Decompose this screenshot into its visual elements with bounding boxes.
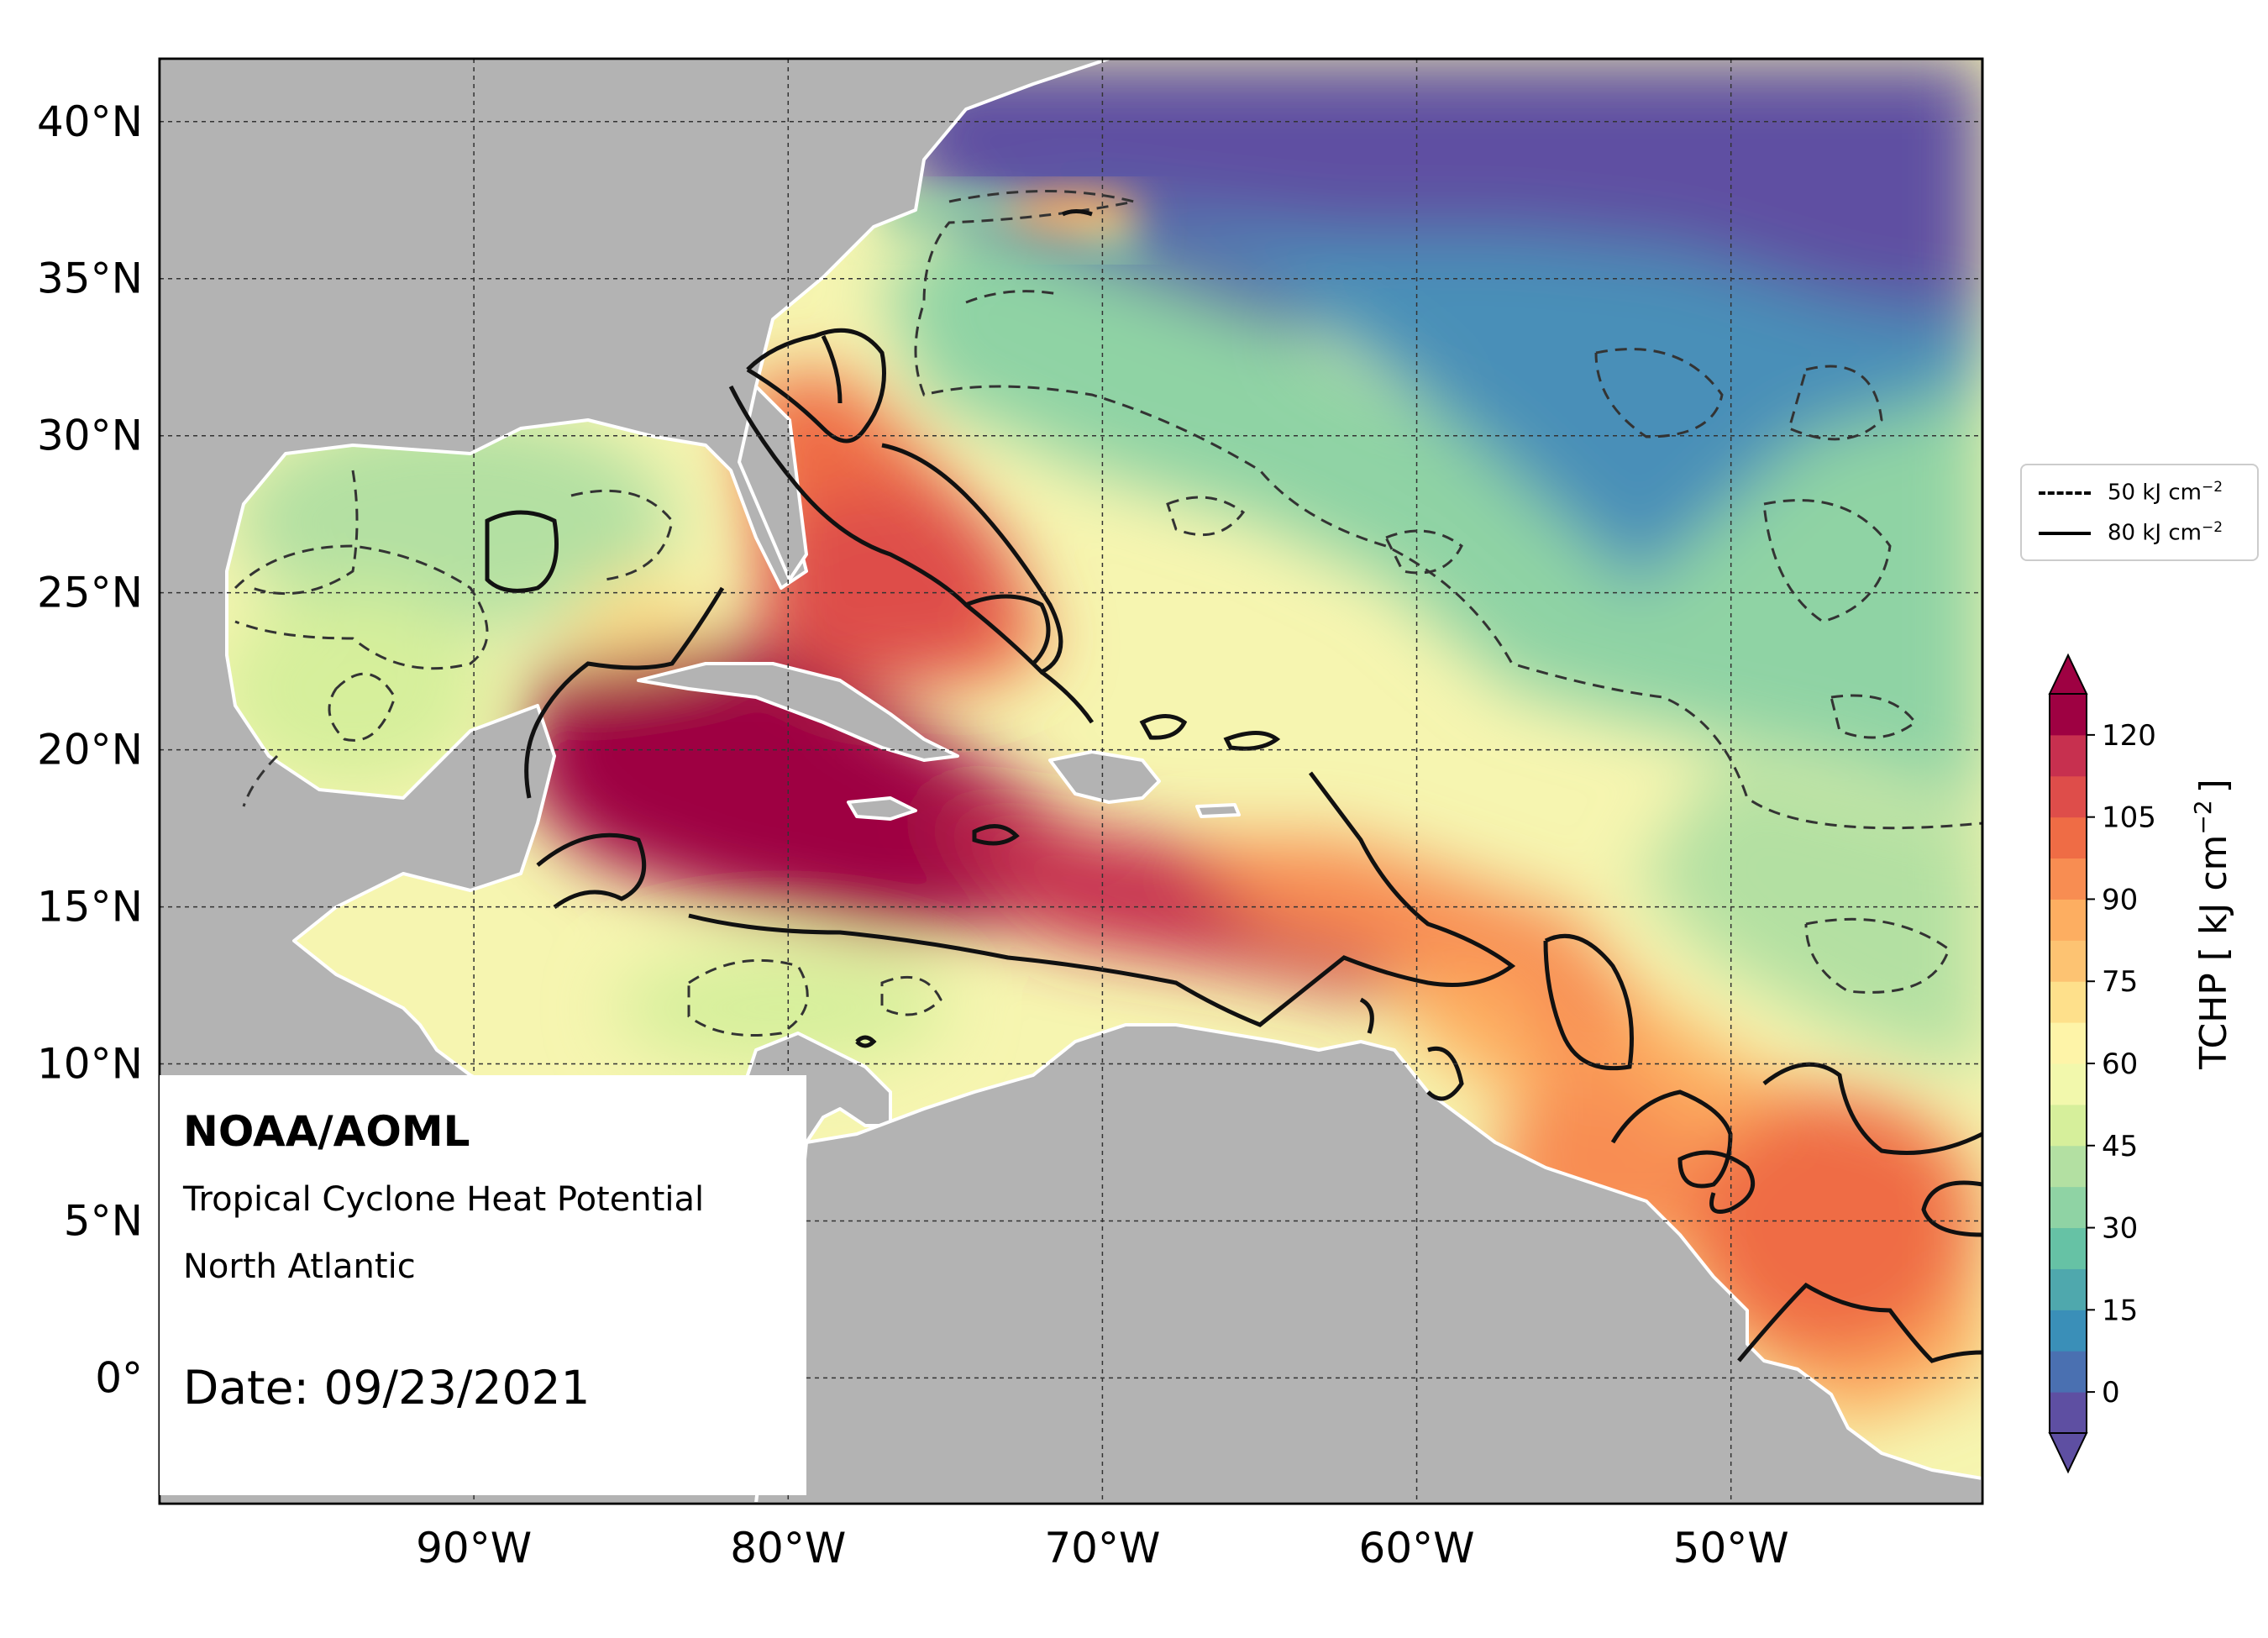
lon-tick-label: 50°W (1673, 1524, 1789, 1572)
colorbar-segment (2050, 1063, 2087, 1105)
contour-80 (485, 209, 1982, 1363)
colorbar-tick-label: 30 (2102, 1212, 2138, 1246)
legend-dashed-line (2039, 491, 2091, 495)
colorbar-segment (2050, 940, 2087, 982)
colorbar-tick-label: 120 (2102, 719, 2156, 753)
lat-tick-label: 25°N (37, 569, 143, 617)
colorbar-tick-label: 90 (2102, 883, 2138, 916)
colorbar-tick-label: 45 (2102, 1130, 2138, 1163)
lat-tick-label: 35°N (37, 255, 143, 303)
lat-tick-label: 10°N (37, 1040, 143, 1089)
colorbar-segment (2050, 1145, 2087, 1188)
colorbar-tick-label: 75 (2102, 965, 2138, 999)
plot-frame (158, 57, 1984, 1505)
product-label: Tropical Cyclone Heat Potential (183, 1180, 705, 1219)
lat-tick-label: 20°N (37, 726, 143, 774)
colorbar-top-arrow (2048, 653, 2088, 695)
colorbar-label: TCHP [ kJ cm−2] (2189, 779, 2235, 1070)
legend-item-50: 50 kJ cm−2 (2032, 475, 2250, 509)
legend-label-50: 50 kJ cm−2 (2108, 479, 2223, 506)
colorbar-segment (2050, 1104, 2087, 1147)
colorbar-ticks: 120 105 90 75 60 45 30 15 0 (2087, 719, 2156, 1410)
lat-tick-label: 5°N (64, 1196, 143, 1245)
colorbar-segment (2050, 1351, 2087, 1393)
colorbar-segment (2050, 1310, 2087, 1352)
lat-tick-label: 0° (95, 1353, 143, 1402)
info-box: NOAA/AOML Tropical Cyclone Heat Potentia… (160, 1075, 806, 1495)
lat-tick-label: 40°N (37, 97, 143, 146)
colorbar-segment (2050, 694, 2087, 736)
colorbar-bottom-arrow (2048, 1432, 2088, 1474)
colorbar-tick-label: 105 (2102, 801, 2156, 835)
legend-label-80: 80 kJ cm−2 (2108, 519, 2223, 546)
lon-tick-label: 90°W (416, 1524, 532, 1572)
lon-tick-label: 80°W (730, 1524, 846, 1572)
colorbar-segments (2050, 694, 2087, 1434)
lat-tick-label: 30°N (37, 412, 143, 460)
lon-tick-label: 60°W (1359, 1524, 1475, 1572)
colorbar-tick-label: 15 (2102, 1294, 2138, 1327)
colorbar-segment (2050, 1022, 2087, 1064)
colorbar-tick-label: 60 (2102, 1047, 2138, 1081)
colorbar-segment (2050, 1392, 2087, 1434)
legend-solid-line (2039, 532, 2091, 535)
colorbar-segment (2050, 858, 2087, 900)
colorbar-segment (2050, 899, 2087, 941)
colorbar-tick-label: 0 (2102, 1376, 2120, 1410)
contour-50 (234, 190, 1982, 1037)
lat-axis-labels: 40°N 35°N 30°N 25°N 20°N 15°N 10°N 5°N 0° (37, 97, 143, 1403)
colorbar-segment (2050, 775, 2087, 818)
colorbar-segment (2050, 981, 2087, 1023)
colorbar-segment (2050, 734, 2087, 777)
org-label: NOAA/AOML (183, 1107, 470, 1156)
contour-legend: 50 kJ cm−2 80 kJ cm−2 (2020, 464, 2259, 561)
colorbar: 120 105 90 75 60 45 30 15 0 TCHP [ kJ cm−2] (2048, 653, 2235, 1474)
lat-tick-label: 15°N (37, 883, 143, 932)
colorbar-segment (2050, 1268, 2087, 1310)
colorbar-segment (2050, 1227, 2087, 1269)
legend-item-80: 80 kJ cm−2 (2032, 516, 2250, 549)
region-label: North Atlantic (183, 1247, 416, 1286)
date-label: Date: 09/23/2021 (183, 1361, 591, 1415)
colorbar-segment (2050, 816, 2087, 859)
lon-tick-label: 70°W (1044, 1524, 1160, 1572)
colorbar-segment (2050, 1186, 2087, 1229)
lon-axis-labels: 90°W 80°W 70°W 60°W 50°W (416, 1524, 1789, 1572)
